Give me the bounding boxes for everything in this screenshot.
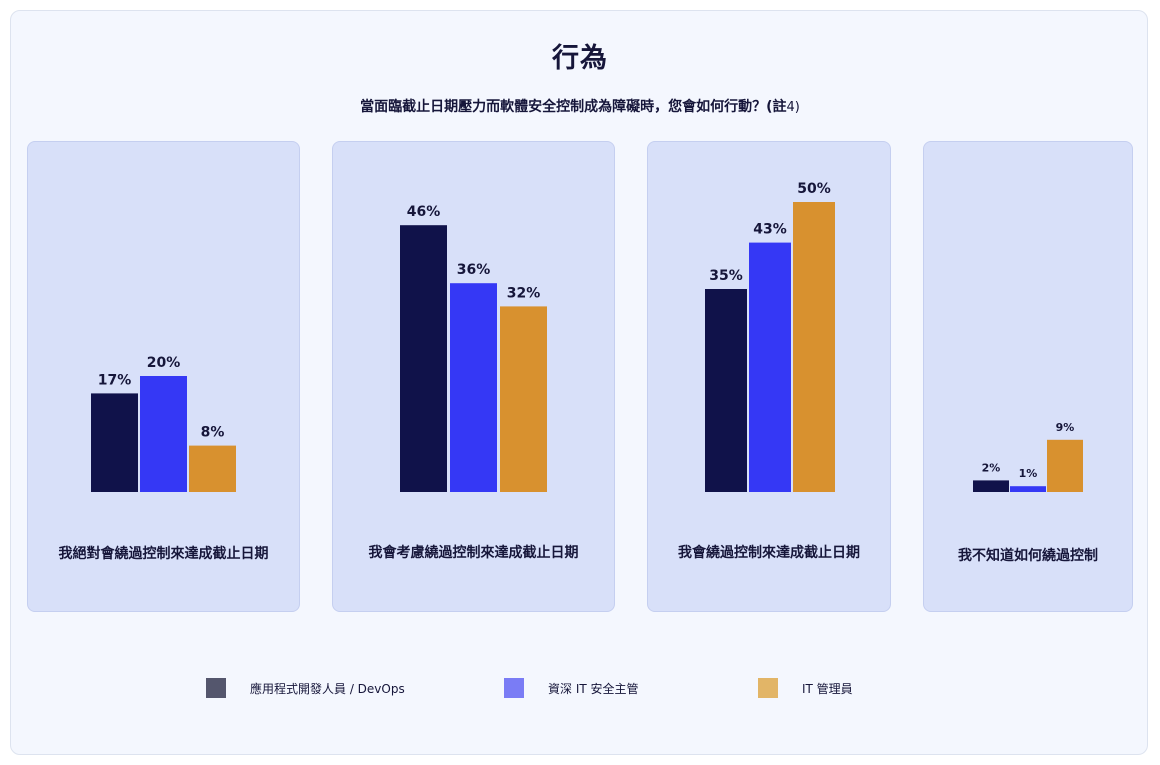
- bar-value-label: 35%: [709, 268, 743, 284]
- legend-swatch: [206, 678, 226, 698]
- legend-item-it-admin: IT 管理員: [758, 677, 853, 699]
- category-label: 我不知道如何繞過控制: [958, 548, 1098, 564]
- bar-value-label: 46%: [407, 204, 441, 220]
- bar-2: [1010, 486, 1046, 492]
- panel-definitely-bypass: 17% 20% 8% 我絕對會繞過控制來達成截止日期: [27, 141, 300, 612]
- category-label: 我會繞過控制來達成截止日期: [678, 545, 860, 561]
- legend-label: 資深 IT 安全主管: [548, 681, 639, 696]
- legend-swatch: [758, 678, 778, 698]
- bar-value-label: 2%: [982, 461, 1001, 474]
- bar-3: [189, 445, 236, 492]
- bar-1: [91, 393, 138, 492]
- subtitle-note: 4): [786, 100, 800, 115]
- category-label: 我絕對會繞過控制來達成截止日期: [58, 546, 269, 562]
- legend-swatch: [504, 678, 524, 698]
- bars-would-bypass: 35% 43% 50%: [705, 181, 835, 492]
- bar-value-label: 8%: [201, 425, 225, 441]
- panel-dont-know: 2% 1% 9% 我不知道如何繞過控制: [923, 141, 1133, 612]
- bar-value-label: 9%: [1056, 421, 1075, 434]
- bar-3: [793, 202, 835, 492]
- subtitle-text: 當面臨截止日期壓力而軟體安全控制成為障礙時，您會如何行動？(註: [360, 99, 787, 115]
- panel-consider-bypass: 46% 36% 32% 我會考慮繞過控制來達成截止日期: [332, 141, 615, 612]
- bar-1: [705, 289, 747, 492]
- panel-would-bypass: 35% 43% 50% 我會繞過控制來達成截止日期: [647, 141, 891, 612]
- legend-label: IT 管理員: [802, 681, 853, 696]
- bar-3: [500, 306, 547, 492]
- legend-label: 應用程式開發人員 / DevOps: [250, 681, 405, 696]
- bar-value-label: 32%: [507, 285, 541, 301]
- bar-value-label: 43%: [753, 222, 787, 238]
- bar-2: [749, 242, 791, 492]
- legend-item-devops: 應用程式開發人員 / DevOps: [206, 677, 405, 699]
- bar-value-label: 36%: [457, 262, 491, 278]
- bar-2: [140, 376, 187, 492]
- chart-subtitle: 當面臨截止日期壓力而軟體安全控制成為障礙時，您會如何行動？(註4): [0, 96, 1160, 116]
- legend-item-security-lead: 資深 IT 安全主管: [504, 677, 639, 699]
- bar-value-label: 50%: [797, 181, 831, 197]
- bar-2: [450, 283, 497, 492]
- bars-dont-know: 2% 1% 9%: [973, 421, 1083, 492]
- chart-title: 行為: [552, 43, 608, 74]
- bar-3: [1047, 439, 1083, 492]
- bar-value-label: 17%: [98, 372, 132, 388]
- bar-1: [973, 480, 1009, 492]
- bar-value-label: 1%: [1019, 467, 1038, 480]
- bars-definitely-bypass: 17% 20% 8%: [91, 355, 236, 492]
- bar-value-label: 20%: [147, 355, 181, 371]
- category-label: 我會考慮繞過控制來達成截止日期: [368, 545, 579, 561]
- bars-consider-bypass: 46% 36% 32%: [400, 204, 547, 492]
- bar-1: [400, 225, 447, 492]
